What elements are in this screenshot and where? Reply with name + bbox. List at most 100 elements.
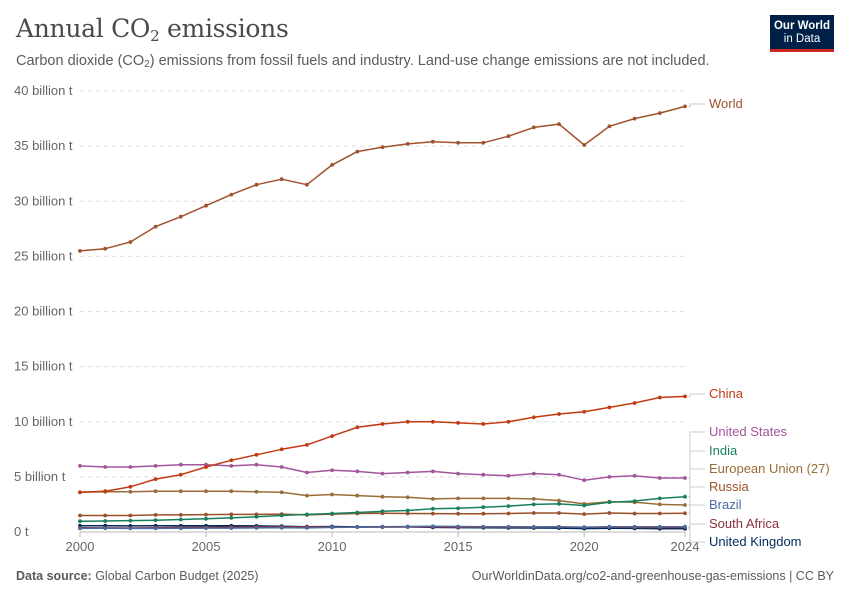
point-world-2008 xyxy=(279,177,284,182)
point-russia-2016 xyxy=(481,511,486,516)
point-european-union-27-2004 xyxy=(178,489,183,494)
point-united-states-2022 xyxy=(632,473,637,478)
point-brazil-2016 xyxy=(481,524,486,529)
point-european-union-27-2019 xyxy=(557,498,561,503)
y-tick-label-2: 10 billion t xyxy=(14,414,73,429)
point-united-states-2024 xyxy=(683,476,687,480)
chart-subtitle: Carbon dioxide (CO2) emissions from foss… xyxy=(16,53,710,70)
point-brazil-2000 xyxy=(78,526,82,531)
point-india-2020 xyxy=(582,503,587,508)
series-label-india[interactable]: India xyxy=(709,443,738,458)
point-united-states-2009 xyxy=(305,470,309,475)
data-source-value: Global Carbon Budget (2025) xyxy=(91,569,259,583)
point-india-2013 xyxy=(405,508,410,513)
point-european-union-27-2023 xyxy=(657,502,662,507)
point-china-2015 xyxy=(456,421,460,425)
series-label-russia[interactable]: Russia xyxy=(709,479,750,494)
point-china-2019 xyxy=(557,412,561,416)
point-world-2016 xyxy=(481,140,486,145)
point-united-states-2001 xyxy=(103,465,108,469)
point-brazil-2017 xyxy=(506,524,511,529)
series-label-european-union-27[interactable]: European Union (27) xyxy=(709,461,830,476)
logo-line-1: Our World xyxy=(773,20,830,32)
point-world-2012 xyxy=(380,145,385,150)
point-european-union-27-2015 xyxy=(456,496,460,501)
point-world-2005 xyxy=(204,203,208,208)
point-india-2001 xyxy=(103,519,108,523)
point-european-union-27-2002 xyxy=(128,489,133,494)
series-label-united-kingdom[interactable]: United Kingdom xyxy=(709,534,802,549)
footer-link[interactable]: OurWorldinData.org/co2-and-greenhouse-ga… xyxy=(471,569,834,583)
point-brazil-2011 xyxy=(355,525,360,529)
point-world-2014 xyxy=(431,139,435,144)
series-label-united-states[interactable]: United States xyxy=(709,424,788,439)
point-india-2022 xyxy=(632,499,637,503)
point-china-2009 xyxy=(305,443,309,447)
point-european-union-27-2013 xyxy=(405,495,410,500)
subtitle-text-end: ) emissions from fossil fuels and indust… xyxy=(149,53,710,69)
point-india-2010 xyxy=(330,511,334,516)
series-line-india xyxy=(79,495,686,522)
label-connector-united-states xyxy=(688,431,705,479)
point-russia-2015 xyxy=(456,511,460,516)
series-label-south-africa[interactable]: South Africa xyxy=(709,516,780,531)
point-china-2016 xyxy=(481,422,486,426)
point-world-2009 xyxy=(305,182,309,187)
series-label-china[interactable]: China xyxy=(709,386,744,401)
point-world-2019 xyxy=(557,122,561,126)
point-india-2019 xyxy=(557,502,561,506)
point-united-states-2008 xyxy=(279,465,284,469)
series-label-world[interactable]: World xyxy=(709,96,743,111)
point-european-union-27-2017 xyxy=(506,496,511,501)
point-brazil-2021 xyxy=(607,524,612,529)
point-russia-2004 xyxy=(178,513,183,517)
y-tick-label-1: 5 billion t xyxy=(14,469,66,484)
point-united-states-2016 xyxy=(481,472,486,477)
point-india-2009 xyxy=(305,512,309,517)
point-brazil-2013 xyxy=(405,524,410,529)
point-russia-2024 xyxy=(683,511,687,516)
point-russia-2002 xyxy=(128,513,133,518)
logo-line-2: in Data xyxy=(783,33,821,45)
point-brazil-2010 xyxy=(330,525,334,530)
point-brazil-2019 xyxy=(557,525,561,529)
point-european-union-27-2010 xyxy=(330,492,334,497)
label-connector-brazil xyxy=(688,504,705,528)
point-brazil-2020 xyxy=(582,525,587,529)
point-india-2024 xyxy=(683,494,687,499)
point-china-2022 xyxy=(632,401,637,405)
point-world-2021 xyxy=(607,124,612,129)
series-label-brazil[interactable]: Brazil xyxy=(709,497,742,512)
point-russia-2006 xyxy=(229,512,234,517)
point-brazil-2008 xyxy=(279,525,284,530)
subtitle-subscript: 2 xyxy=(144,59,150,70)
point-brazil-2009 xyxy=(305,526,309,530)
point-india-2004 xyxy=(178,517,183,522)
y-tick-label-7: 35 billion t xyxy=(14,138,73,153)
point-russia-2023 xyxy=(657,511,662,516)
owid-logo[interactable]: Our World in Data xyxy=(770,15,834,52)
subtitle-text: Carbon dioxide (CO xyxy=(16,53,145,69)
point-world-2006 xyxy=(229,192,234,197)
x-tick-label-5: 2024 xyxy=(671,539,700,554)
point-united-states-2019 xyxy=(557,472,561,477)
x-tick-label-4: 2020 xyxy=(570,539,599,554)
point-united-states-2002 xyxy=(128,465,133,469)
point-european-union-27-2007 xyxy=(254,489,259,494)
title-text-end: emissions xyxy=(159,14,289,43)
point-china-2023 xyxy=(657,395,662,400)
point-russia-2014 xyxy=(431,511,435,516)
point-china-2001 xyxy=(103,489,108,494)
data-source: Data source: Global Carbon Budget (2025) xyxy=(16,569,259,583)
point-russia-2019 xyxy=(557,511,561,515)
point-brazil-2012 xyxy=(380,524,385,529)
point-european-union-27-2003 xyxy=(153,489,158,494)
point-world-2018 xyxy=(531,125,536,130)
point-brazil-2004 xyxy=(178,526,183,531)
y-tick-label-3: 15 billion t xyxy=(14,359,73,374)
label-connector-united-kingdom xyxy=(688,528,705,543)
point-russia-2021 xyxy=(607,511,612,515)
point-european-union-27-2014 xyxy=(431,497,435,501)
point-china-2008 xyxy=(279,447,284,452)
point-india-2017 xyxy=(506,504,511,508)
